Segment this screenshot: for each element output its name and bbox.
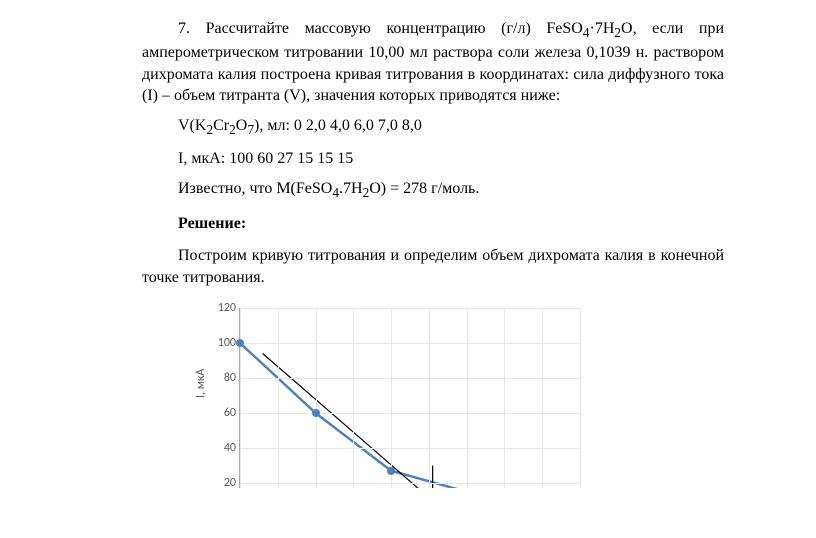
gridline-h — [240, 413, 580, 414]
y-tick-label: 100 — [210, 336, 236, 350]
plot-area — [239, 308, 580, 488]
y-tick-label: 120 — [210, 301, 236, 315]
problem-number: 7. — [178, 20, 190, 37]
y-axis-label: I, мкА — [194, 369, 208, 398]
chart-svg — [240, 308, 580, 488]
solution-para: Построим кривую титрования и определим о… — [142, 245, 724, 288]
titration-chart: I, мкА 020406080100120 — [184, 298, 604, 488]
gridline-v — [429, 308, 430, 488]
i-data-line: I, мкА: 100 60 27 15 15 15 — [142, 150, 724, 168]
gridline-v — [353, 308, 354, 488]
v-data-line: V(K2Cr2O7), мл: 0 2,0 4,0 6,0 7,0 8,0 — [142, 117, 724, 138]
data-marker — [312, 409, 320, 417]
gridline-v — [504, 308, 505, 488]
gridline-v — [278, 308, 279, 488]
gridline-v — [542, 308, 543, 488]
gridline-h — [240, 343, 580, 344]
gridline-h — [240, 378, 580, 379]
page: 7. Рассчитайте массовую концентрацию (г/… — [0, 0, 816, 538]
gridline-v — [580, 308, 581, 488]
gridline-v — [316, 308, 317, 488]
gridline-h — [240, 483, 580, 484]
y-tick-label: 20 — [210, 476, 236, 488]
y-tick-label: 80 — [210, 371, 236, 385]
gridline-v — [240, 308, 241, 488]
data-marker — [387, 467, 395, 475]
y-tick-label: 60 — [210, 406, 236, 420]
molar-mass-line: Известно, что M(FeSO4.7H2O) = 278 г/моль… — [142, 180, 724, 201]
problem-text: 7. Рассчитайте массовую концентрацию (г/… — [142, 18, 724, 107]
data-marker — [236, 339, 244, 347]
chart-clip: I, мкА 020406080100120 — [184, 298, 604, 488]
tangent-line — [263, 354, 441, 489]
gridline-h — [240, 308, 580, 309]
gridline-h — [240, 448, 580, 449]
gridline-v — [391, 308, 392, 488]
y-tick-label: 40 — [210, 441, 236, 455]
gridline-v — [467, 308, 468, 488]
solution-heading-text: Решение: — [178, 215, 246, 232]
solution-heading: Решение: — [142, 213, 724, 235]
problem-body: Рассчитайте массовую концентрацию (г/л) … — [142, 20, 724, 104]
